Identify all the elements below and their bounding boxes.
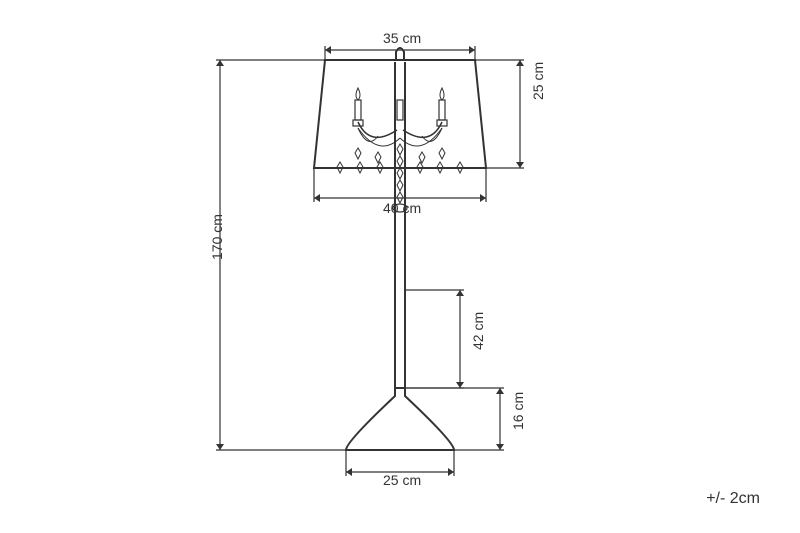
tolerance-note: +/- 2cm [706, 490, 760, 508]
label-shade-height: 25 cm [530, 62, 546, 100]
label-base-height: 16 cm [510, 392, 526, 430]
label-pole-lower: 42 cm [470, 312, 486, 350]
label-shade-bottom-width: 40 cm [383, 200, 421, 216]
label-shade-top-width: 35 cm [383, 30, 421, 46]
diagram-stage: 35 cm 25 cm 40 cm 170 cm 42 cm 16 cm 25 … [0, 0, 800, 533]
label-base-width: 25 cm [383, 472, 421, 488]
label-total-height: 170 cm [209, 214, 225, 260]
lamp-dimension-drawing [0, 0, 800, 533]
